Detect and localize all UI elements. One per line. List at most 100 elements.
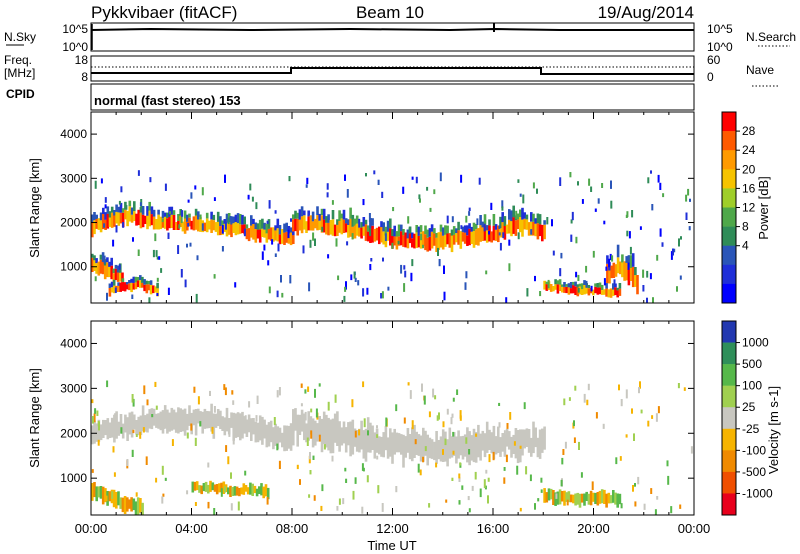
echo-cell — [612, 490, 615, 503]
echo-cell — [561, 286, 564, 293]
echo-cell — [216, 211, 220, 222]
echo-cell — [457, 230, 460, 245]
echo-speck — [492, 451, 495, 461]
echo-cell — [104, 212, 107, 220]
echo-cell — [316, 215, 319, 231]
echo-speck — [296, 464, 299, 470]
echo-cell — [289, 423, 293, 451]
echo-speck — [590, 186, 593, 192]
echo-speck — [207, 462, 210, 468]
echo-cell — [148, 210, 151, 227]
echo-cell — [402, 229, 405, 236]
echo-speck — [255, 202, 258, 210]
echo-cell — [113, 210, 116, 216]
echo-cell — [166, 409, 169, 434]
echo-cell — [391, 432, 394, 464]
echo-cell — [139, 415, 143, 436]
echo-speck — [570, 234, 573, 242]
echo-cell — [95, 214, 98, 219]
echo-cell — [616, 287, 619, 291]
echo-speck — [289, 275, 292, 284]
echo-cell — [209, 480, 212, 492]
echo-cell — [146, 206, 149, 216]
echo-cell — [106, 418, 110, 440]
echo-cell — [629, 268, 633, 281]
echo-cell — [558, 279, 562, 285]
echo-speck — [337, 275, 340, 281]
echo-speck — [161, 465, 164, 475]
echo-speck — [354, 430, 357, 438]
echo-cell — [117, 491, 120, 506]
echo-speck — [106, 380, 109, 388]
echo-speck — [224, 222, 227, 230]
echo-cell — [521, 429, 524, 456]
echo-cell — [303, 413, 306, 441]
echo-cell — [258, 486, 261, 494]
echo-cell — [494, 229, 498, 241]
echo-speck — [196, 255, 199, 261]
colorbar-swatch — [722, 264, 736, 285]
echo-cell — [183, 408, 187, 436]
echo-speck — [525, 466, 528, 475]
echo-speck — [232, 436, 235, 445]
echo-cell — [355, 223, 359, 236]
echo-speck — [199, 214, 202, 220]
echo-cell — [174, 222, 178, 230]
echo-cell — [121, 208, 125, 213]
echo-speck — [603, 278, 606, 286]
echo-cell — [474, 432, 478, 463]
echo-cell — [461, 232, 465, 242]
echo-cell — [250, 215, 253, 226]
noise-left-tick-bottom: 10^0 — [62, 40, 88, 54]
echo-cell — [234, 413, 238, 438]
echo-speck — [421, 383, 423, 392]
colorbar-tick-label: -500 — [742, 465, 766, 479]
echo-cell — [205, 218, 209, 233]
echo-speck — [155, 250, 158, 257]
echo-speck — [228, 429, 231, 437]
echo-cell — [558, 489, 562, 505]
echo-cell — [594, 492, 597, 504]
echo-cell — [128, 206, 132, 222]
echo-speck — [207, 501, 210, 509]
echo-speck — [274, 253, 277, 257]
echo-cell — [408, 434, 412, 460]
echo-cell — [490, 231, 493, 243]
echo-cell — [488, 219, 491, 226]
echo-cell — [567, 287, 571, 295]
echo-speck — [479, 488, 482, 498]
echo-cell — [307, 411, 310, 441]
echo-cell — [163, 216, 167, 229]
echo-speck — [573, 437, 576, 443]
echo-cell — [435, 237, 438, 252]
echo-speck — [229, 216, 232, 223]
echo-cell — [136, 497, 140, 515]
echo-cell — [177, 407, 180, 434]
echo-cell — [631, 253, 635, 267]
echo-cell — [621, 262, 624, 278]
y-tick-label: 2000 — [60, 216, 87, 230]
echo-cell — [205, 212, 209, 219]
echo-cell — [141, 206, 145, 215]
echo-cell — [322, 208, 326, 220]
echo-cell — [380, 221, 383, 228]
echo-cell — [296, 212, 299, 219]
echo-cell — [292, 425, 295, 446]
echo-cell — [197, 211, 200, 220]
echo-cell — [625, 262, 628, 281]
echo-cell — [344, 427, 348, 453]
echo-speck — [315, 408, 318, 418]
echo-speck — [308, 282, 311, 292]
echo-cell — [627, 255, 631, 268]
echo-speck — [656, 254, 659, 261]
echo-speck — [503, 430, 506, 437]
echo-cell — [300, 206, 304, 217]
y-tick-label: 4000 — [60, 127, 87, 141]
colorbar-tick-label: -1000 — [742, 486, 773, 500]
echo-cell — [587, 493, 591, 505]
colorbar-tick-label: 4 — [742, 239, 749, 253]
echo-cell — [333, 224, 337, 237]
echo-speck — [224, 387, 227, 396]
echo-speck — [169, 211, 172, 215]
echo-cell — [362, 430, 366, 459]
